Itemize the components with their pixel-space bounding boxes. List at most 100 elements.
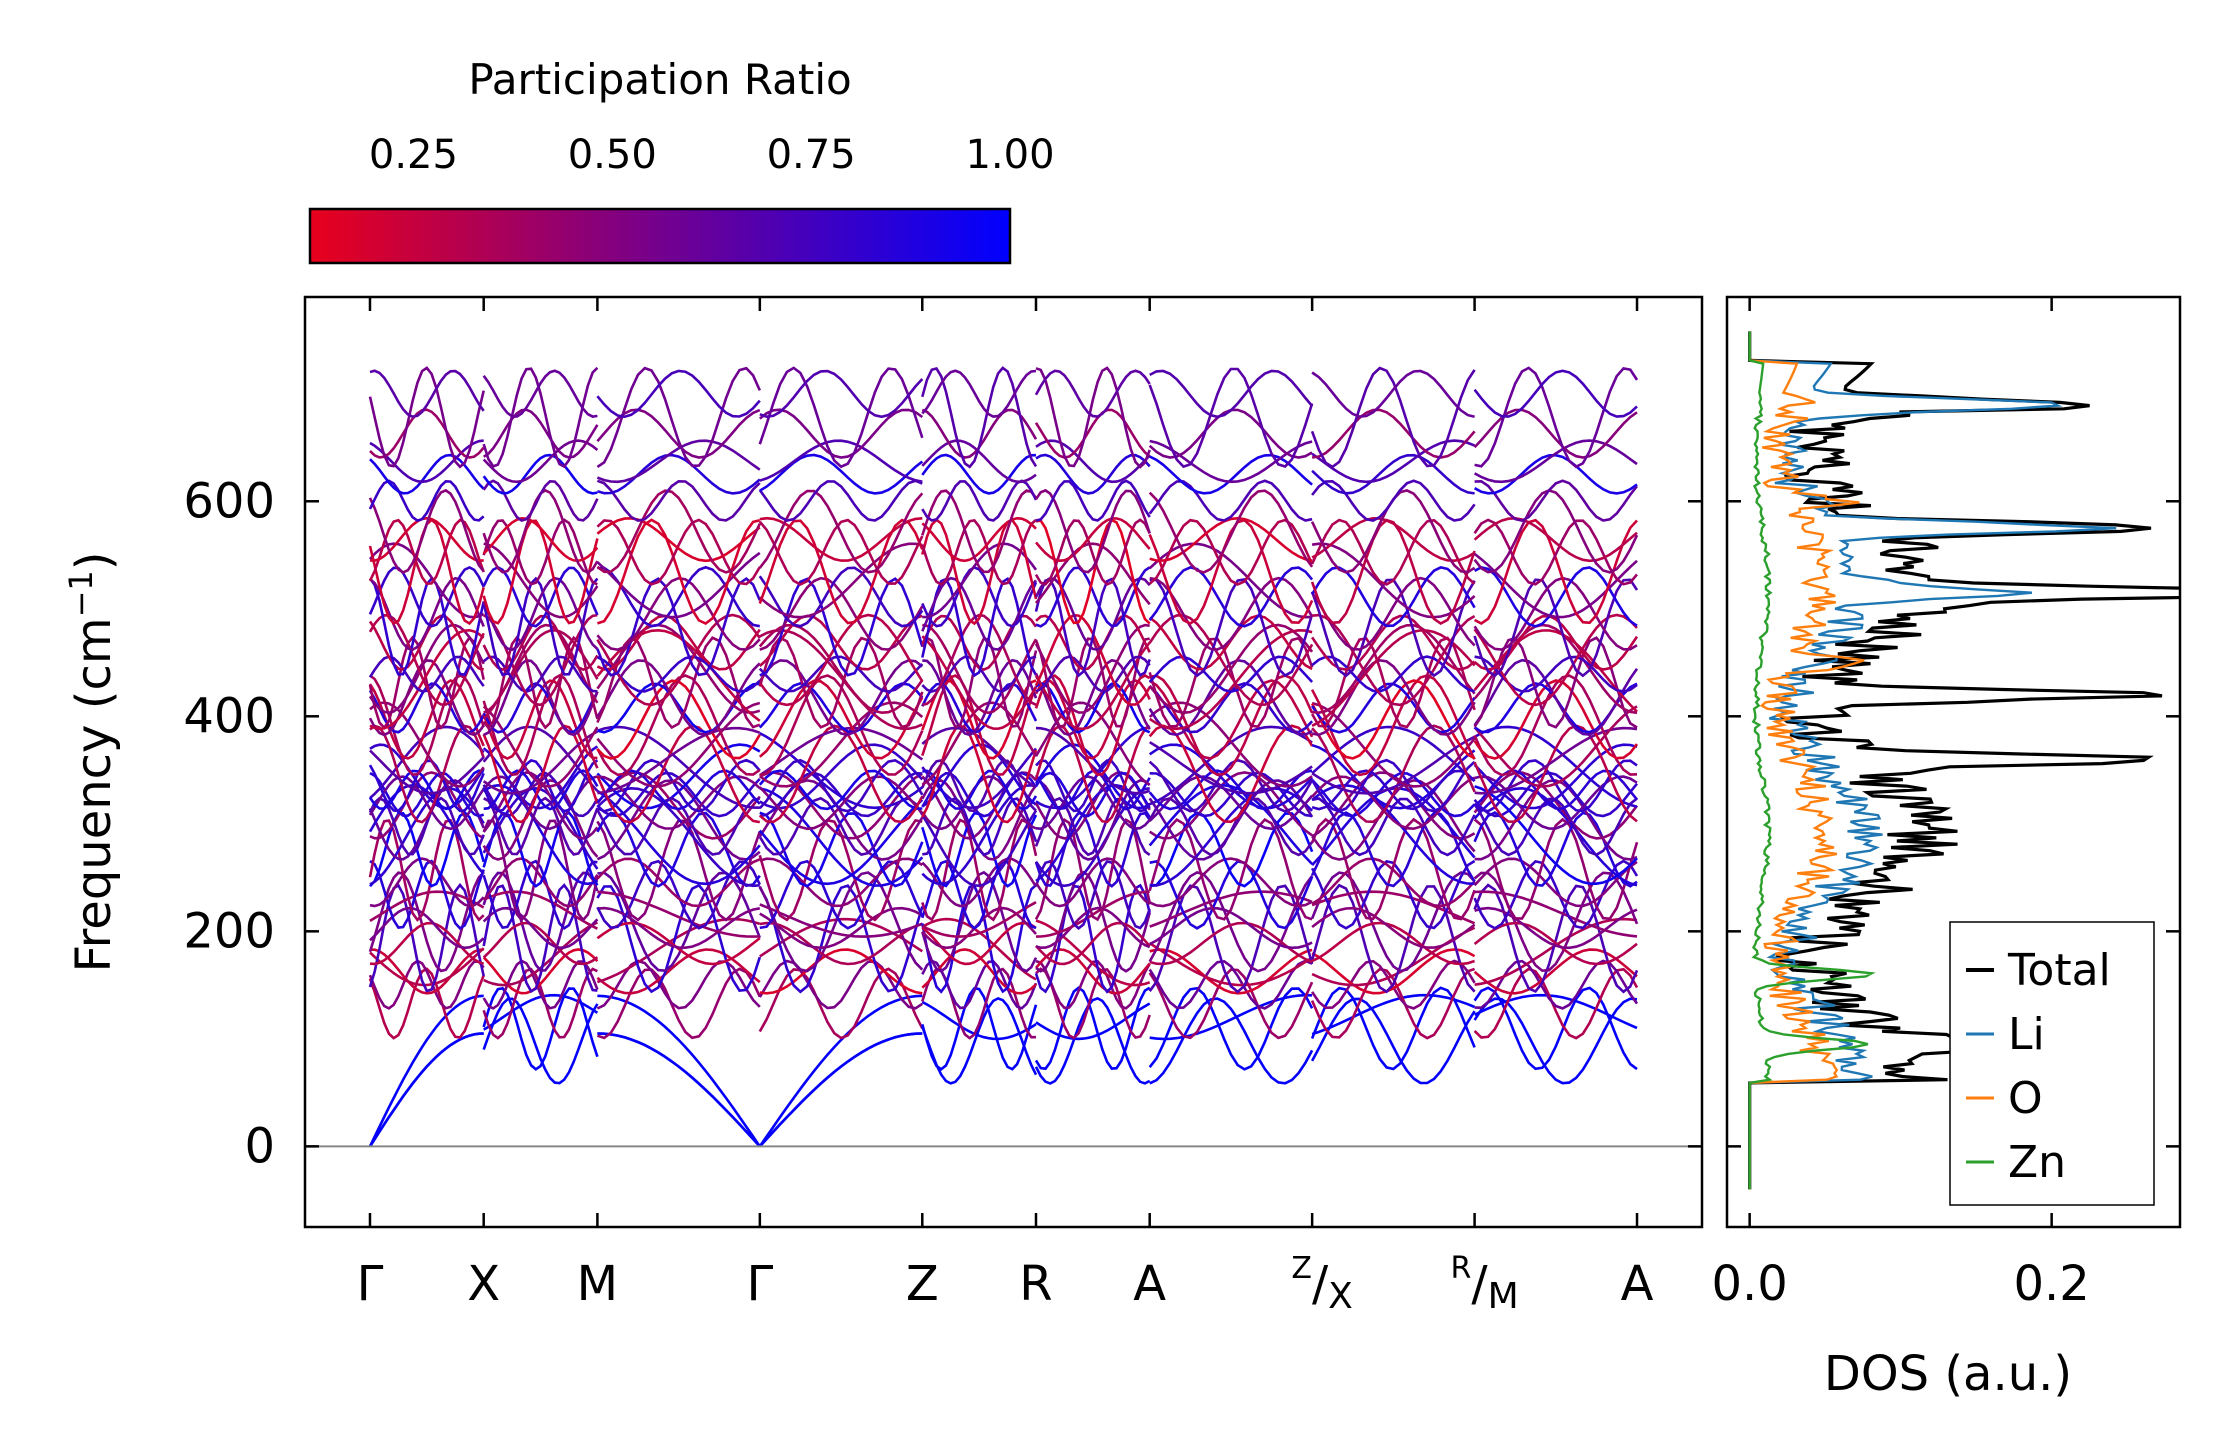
band-branch — [1034, 996, 1151, 1085]
band-branch — [596, 771, 761, 840]
band-branch — [1311, 783, 1475, 885]
band-branch — [1035, 725, 1150, 810]
band-branch — [369, 771, 485, 840]
band-branch — [1034, 796, 1151, 857]
band-branch — [1473, 986, 1638, 1071]
band-branch — [597, 1032, 761, 1148]
band-branch — [1473, 629, 1638, 713]
band-branch — [482, 948, 599, 995]
band-branch — [758, 566, 924, 628]
band-branch — [921, 439, 1037, 483]
band-branch — [1473, 705, 1638, 788]
band-branch — [759, 701, 924, 788]
band-branch — [1149, 948, 1313, 995]
band-branch — [369, 576, 485, 652]
band-branch — [758, 818, 923, 922]
band-branch — [368, 518, 485, 586]
band-branch — [368, 1032, 484, 1148]
band-branch — [596, 366, 761, 468]
dos-y-ticks — [1727, 500, 2180, 1148]
band-branch — [1034, 817, 1151, 922]
band-branch — [596, 613, 761, 707]
band-branch — [1311, 576, 1476, 651]
band-branch — [1310, 758, 1476, 813]
band-branch — [597, 453, 761, 495]
band-branch — [596, 516, 761, 563]
band-branch — [368, 488, 485, 574]
band-branch — [596, 369, 761, 419]
band-branch — [758, 655, 924, 693]
band-branch — [1035, 775, 1151, 831]
band-branch — [483, 890, 598, 930]
colorbar-tick-label: 0.25 — [369, 132, 458, 178]
band-branch — [368, 967, 485, 1040]
phonon-bands — [368, 366, 1639, 1148]
band-branch — [921, 489, 1038, 574]
band-branch — [1034, 883, 1151, 994]
band-branch — [369, 439, 484, 484]
band-branch — [1473, 857, 1638, 908]
band-branch — [368, 871, 485, 973]
band-branch — [1035, 870, 1151, 973]
band-branch — [596, 883, 762, 994]
kpoint-label: A — [1133, 1256, 1166, 1312]
band-branch — [1473, 859, 1639, 930]
band-branch — [1311, 655, 1476, 693]
band-branch — [1035, 366, 1151, 469]
band-branch — [1148, 658, 1313, 737]
band-branch — [1310, 679, 1476, 760]
band-branch — [1148, 986, 1314, 1071]
band-branch — [1149, 997, 1314, 1085]
band-branch — [369, 408, 485, 459]
band-branch — [1035, 906, 1151, 950]
band-branch — [921, 516, 1037, 563]
band-branch — [758, 366, 924, 469]
band-branch — [1034, 859, 1151, 930]
band-branch — [1148, 566, 1314, 628]
ylabel-main: Frequency (cm — [66, 617, 122, 972]
band-branch — [1474, 906, 1638, 950]
band-branch — [921, 1000, 1037, 1041]
band-branch — [1311, 408, 1476, 459]
band-branch — [759, 408, 924, 459]
band-branch — [482, 959, 599, 1010]
band-branch — [369, 542, 485, 619]
band-branch — [1148, 479, 1313, 522]
band-branch — [1148, 628, 1313, 731]
dos-panel: 0.0 0.2 DOS (a.u.) Total Li O Zn — [1711, 295, 2182, 1402]
band-branch — [1311, 921, 1476, 966]
kpoint-label-slash: / — [1312, 1256, 1329, 1312]
band-branch — [482, 674, 599, 777]
legend-items: Total Li O Zn — [1966, 945, 2111, 1188]
band-branch — [1473, 967, 1639, 1040]
band-branch — [1034, 577, 1151, 678]
kpoint-label: Z/X — [1291, 1251, 1352, 1317]
band-branch — [482, 997, 599, 1085]
band-branch — [369, 921, 485, 966]
band-branch — [596, 948, 761, 995]
band-branch — [758, 679, 924, 760]
band-branch — [368, 659, 485, 737]
band-branch — [368, 366, 485, 469]
band-branch — [1148, 623, 1314, 715]
band-branch — [921, 809, 1038, 888]
band-branch — [1473, 614, 1639, 671]
band-branch — [1474, 566, 1638, 628]
kpoint-label: Z — [906, 1256, 939, 1312]
band-branch — [759, 903, 923, 938]
band-branch — [596, 959, 761, 1010]
band-branch — [1310, 518, 1476, 586]
band-branch — [759, 906, 923, 950]
band-branch — [482, 682, 599, 734]
band-branch — [1148, 769, 1313, 811]
band-branch — [921, 948, 1037, 995]
band-branch — [368, 818, 485, 922]
band-branch — [596, 789, 761, 886]
band-branch — [1149, 907, 1313, 950]
band-branch — [1473, 369, 1638, 418]
band-branch — [1473, 439, 1638, 484]
band-branch — [921, 726, 1037, 789]
band-branch — [1473, 489, 1639, 574]
band-branch — [1473, 518, 1639, 586]
kpoint-label-sup: R — [1451, 1251, 1472, 1286]
